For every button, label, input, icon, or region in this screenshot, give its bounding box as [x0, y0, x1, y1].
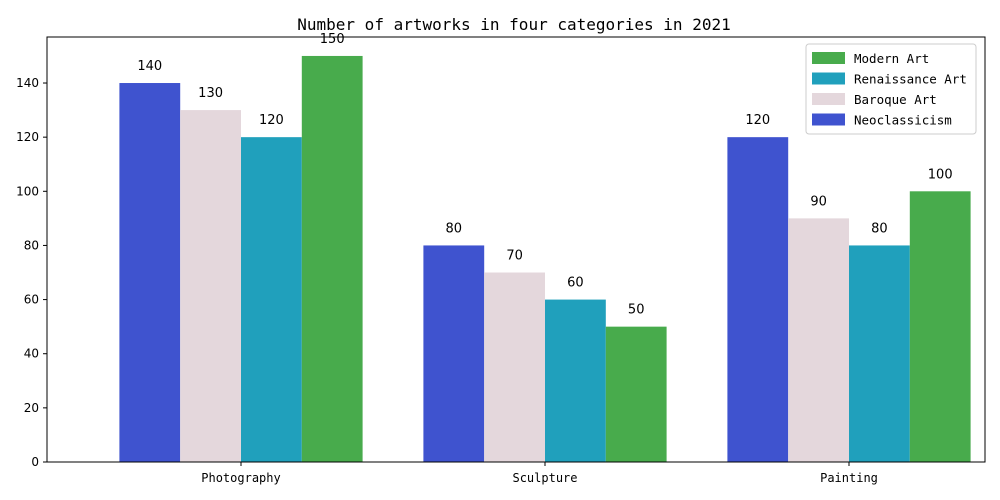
axes-layer: 0 20 40 60 80 100 120 140 Photography Sculpture Pa… [16, 36, 986, 485]
y-tick-label: 60 [24, 293, 39, 307]
data-label-neoclassicism-sculpture: 80 [446, 221, 463, 236]
x-tick-label-sculpture: Sculpture [512, 471, 577, 485]
data-label-baroque-art-sculpture: 70 [506, 249, 523, 264]
legend-swatch-baroque-art [812, 93, 845, 105]
data-label-modern-art-painting: 100 [928, 167, 953, 182]
legend-swatch-modern-art [812, 52, 845, 64]
y-tick-label: 20 [24, 401, 39, 415]
y-tick-label: 140 [16, 76, 39, 90]
bar-neoclassicism-photography [119, 83, 181, 463]
y-tick-label: 0 [31, 455, 39, 469]
bar-neoclassicism-painting [727, 137, 789, 462]
data-label-neoclassicism-photography: 140 [137, 59, 162, 74]
legend-label-modern-art: Modern Art [854, 51, 929, 66]
legend-box [805, 43, 977, 135]
bar-baroque-art-photography [180, 110, 241, 462]
y-tick-label: 120 [16, 130, 39, 144]
bar-modern-art-sculpture [605, 326, 667, 462]
x-tick-label-painting: Painting [820, 471, 878, 485]
data-label-renaissance-art-photography: 120 [259, 113, 284, 128]
data-label-baroque-art-painting: 90 [810, 194, 827, 209]
data-label-renaissance-art-painting: 80 [871, 221, 888, 236]
chart-title: Number of artworks in four categories in… [297, 15, 730, 34]
bar-renaissance-art-sculpture [545, 299, 606, 462]
data-label-renaissance-art-sculpture: 60 [567, 276, 584, 291]
bar-modern-art-painting [909, 191, 971, 463]
bar-neoclassicism-sculpture [423, 245, 485, 462]
y-tick-label: 40 [24, 347, 39, 361]
legend-label-renaissance-art: Renaissance Art [854, 72, 967, 87]
plot-frame [46, 36, 986, 463]
bar-renaissance-art-painting [849, 245, 910, 462]
data-labels-layer: 140 130 120 150 80 70 60 50 120 90 80 100 [137, 32, 952, 318]
x-tick-label-photography: Photography [201, 471, 280, 485]
legend-swatch-renaissance-art [812, 72, 845, 85]
data-label-modern-art-photography: 150 [320, 32, 345, 47]
legend-label-baroque-art: Baroque Art [854, 92, 937, 107]
legend-swatch-neoclassicism [812, 113, 845, 126]
y-tick-label: 80 [24, 238, 39, 252]
bars-layer [119, 55, 971, 463]
data-label-neoclassicism-painting: 120 [745, 113, 770, 128]
y-tick-label: 100 [16, 184, 39, 198]
data-label-baroque-art-photography: 130 [198, 86, 223, 101]
bar-baroque-art-painting [788, 218, 849, 462]
bar-baroque-art-sculpture [484, 272, 545, 462]
legend: Modern Art Renaissance Art Baroque Art Neoc… [805, 43, 977, 135]
legend-label-neoclassicism: Neoclassicism [854, 113, 952, 128]
bar-renaissance-art-photography [241, 137, 302, 462]
data-label-modern-art-sculpture: 50 [628, 303, 645, 318]
bar-modern-art-photography [301, 55, 363, 462]
